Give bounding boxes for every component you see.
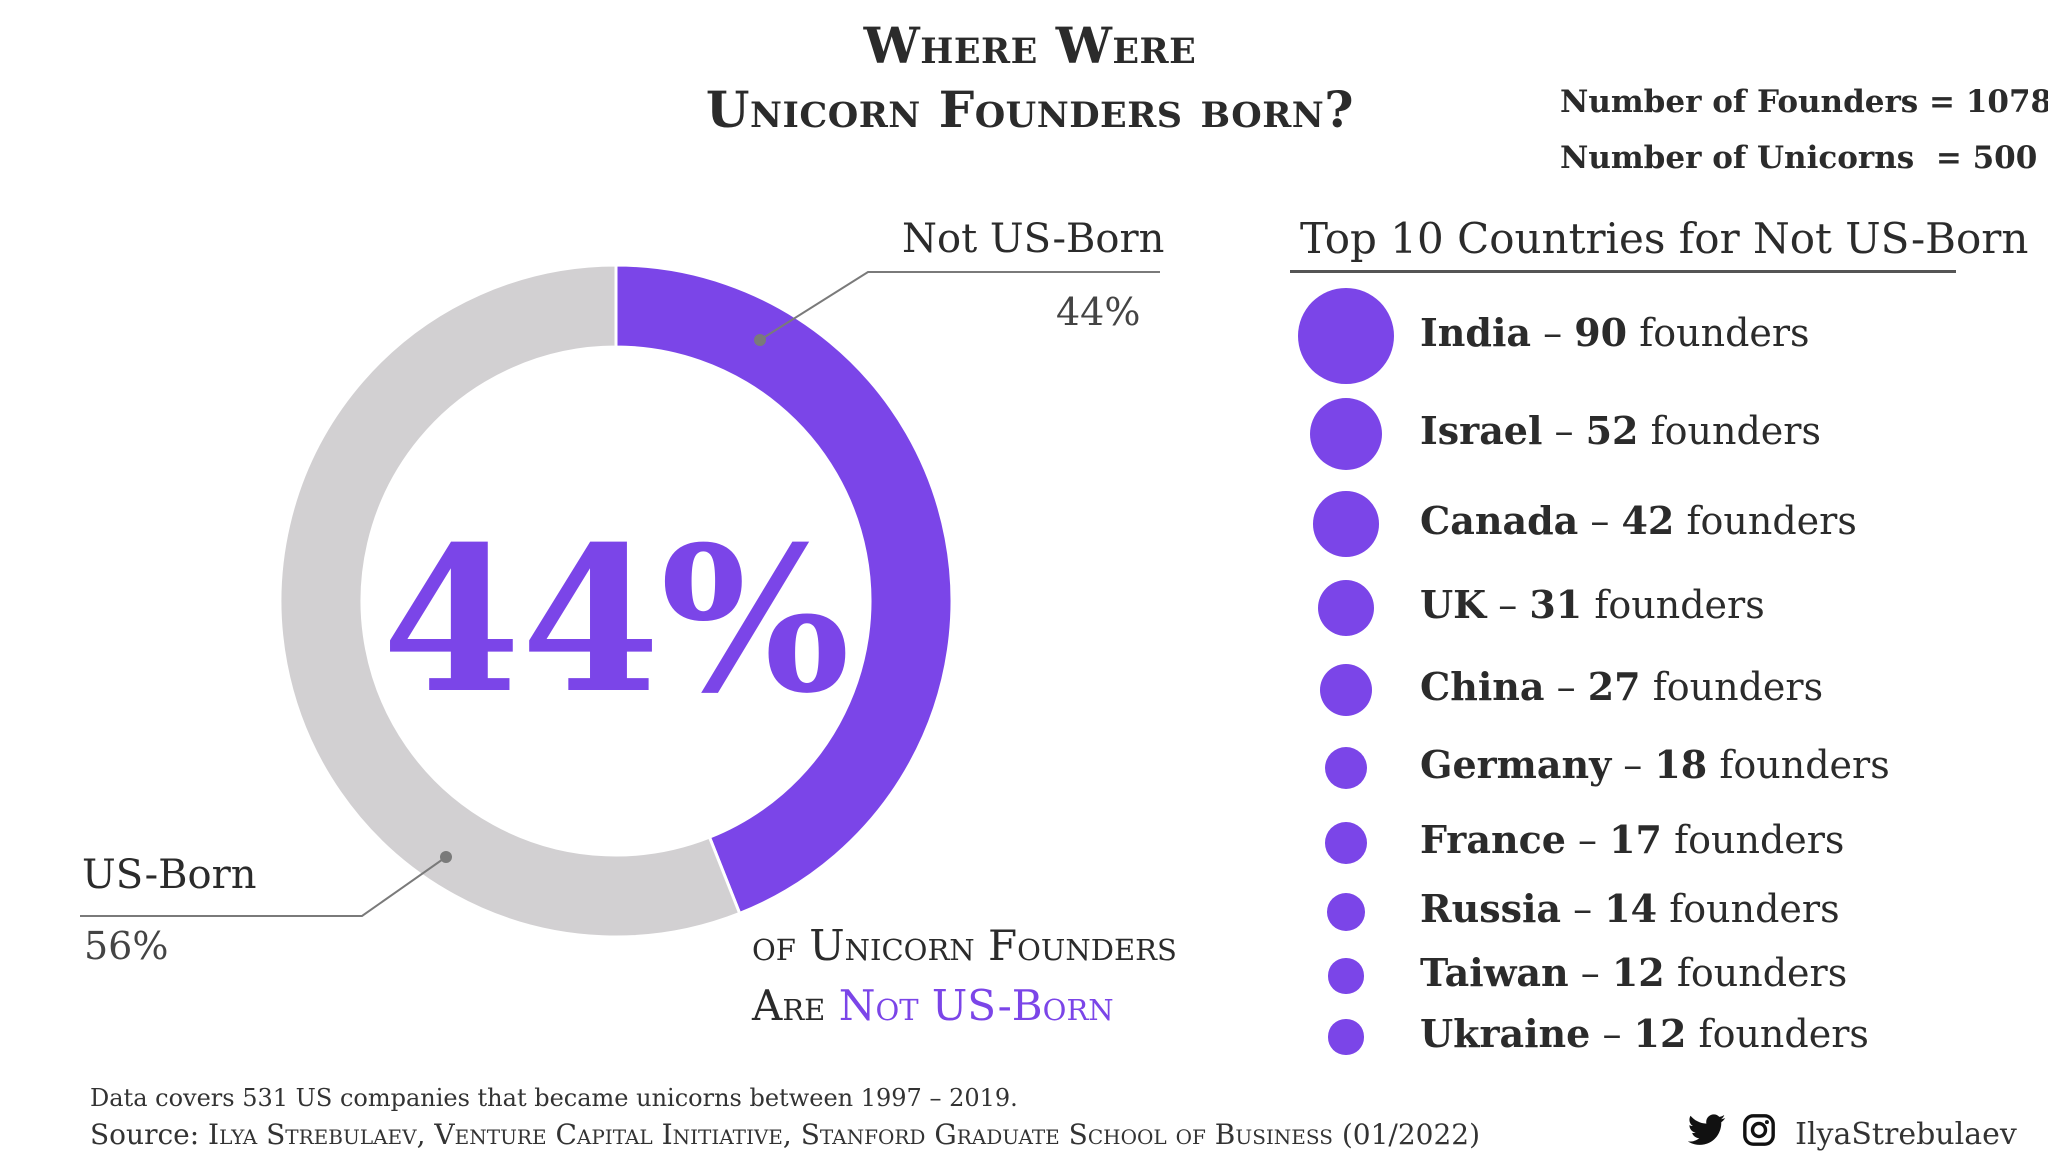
callout-line-us <box>80 856 447 917</box>
slice-label-us: US-Born <box>82 852 257 898</box>
country-row-russia: Russia – 14 founders <box>1420 886 1840 931</box>
donut-caption: of Unicorn Founders Are Not US-Born <box>752 916 1177 1036</box>
caption-line-1: of Unicorn Founders <box>752 921 1177 970</box>
country-founder-count: 27 <box>1587 664 1641 709</box>
data-coverage-note: Data covers 531 US companies that became… <box>90 1084 1018 1112</box>
country-unit: founders <box>1669 887 1840 931</box>
bubble-russia <box>1327 893 1365 931</box>
caption-prefix: Are <box>752 981 839 1030</box>
title-line-1: Where Were <box>863 16 1197 75</box>
country-founder-count: 14 <box>1604 886 1658 931</box>
country-founder-count: 12 <box>1633 1011 1687 1056</box>
founders-count: Number of Founders = 1078 <box>1560 84 2048 120</box>
unicorns-count: Number of Unicorns = 500 <box>1560 140 2038 176</box>
country-row-china: China – 27 founders <box>1420 664 1824 709</box>
bubble-ukraine <box>1328 1019 1364 1055</box>
country-row-india: India – 90 founders <box>1420 310 1810 355</box>
chart-title: Where Were Unicorn Founders born? <box>560 14 1500 142</box>
bubble-france <box>1325 822 1367 864</box>
country-unit: founders <box>1639 311 1810 355</box>
bubble-canada <box>1313 491 1379 557</box>
country-unit: founders <box>1594 583 1765 627</box>
callout-dot-us <box>440 851 452 863</box>
country-name: Russia <box>1420 886 1562 931</box>
source-line: Source: Ilya Strebulaev, Venture Capital… <box>90 1118 1480 1151</box>
country-row-france: France – 17 founders <box>1420 817 1845 862</box>
country-unit: founders <box>1676 951 1848 995</box>
country-founder-count: 17 <box>1609 817 1662 862</box>
caption-accent: Not US-Born <box>838 981 1114 1030</box>
country-name: France <box>1420 817 1566 862</box>
slice-percent-us: 56% <box>84 924 169 968</box>
country-founder-count: 18 <box>1654 742 1708 787</box>
source-prefix: Source: <box>90 1118 209 1151</box>
country-row-israel: Israel – 52 founders <box>1420 408 1821 453</box>
country-name: Ukraine <box>1420 1011 1591 1056</box>
country-name: Canada <box>1420 498 1579 543</box>
bubble-uk <box>1317 579 1375 637</box>
country-unit: founders <box>1650 409 1821 453</box>
country-unit: founders <box>1698 1012 1869 1056</box>
callout-dot-not-us <box>754 334 766 346</box>
country-row-ukraine: Ukraine – 12 founders <box>1420 1011 1869 1056</box>
bubble-germany <box>1324 746 1368 790</box>
bubble-china <box>1319 663 1373 717</box>
country-name: Germany <box>1420 742 1612 787</box>
country-unit: founders <box>1686 499 1857 543</box>
bubble-taiwan <box>1328 958 1364 994</box>
twitter-bird-icon <box>1687 1114 1726 1154</box>
callout-line-not-us <box>759 271 1160 341</box>
donut-center-percentage: 44% <box>382 503 850 738</box>
top-countries-title: Top 10 Countries for Not US-Born <box>1300 214 2029 263</box>
country-founder-count: 90 <box>1574 310 1628 355</box>
source-body: Ilya Strebulaev, Venture Capital Initiat… <box>208 1118 1333 1151</box>
country-name: Israel <box>1420 408 1543 453</box>
bubble-india <box>1298 288 1394 384</box>
country-founder-count: 52 <box>1585 408 1639 453</box>
country-unit: founders <box>1652 665 1824 709</box>
caption-line-2: Are Not US-Born <box>752 976 1177 1036</box>
country-name: UK <box>1420 582 1487 627</box>
top-countries-divider <box>1290 270 1956 273</box>
social-handle: IlyaStrebulaev <box>1687 1113 2017 1155</box>
country-founder-count: 12 <box>1611 950 1665 995</box>
donut-slice-us-born <box>278 263 742 939</box>
instagram-icon <box>1742 1113 1776 1155</box>
title-line-2: Unicorn Founders born? <box>705 80 1355 139</box>
slice-percent-not-us: 44% <box>1056 290 1141 334</box>
social-handle-text: IlyaStrebulaev <box>1795 1116 2017 1152</box>
country-row-taiwan: Taiwan – 12 founders <box>1420 950 1848 995</box>
source-date: (01/2022) <box>1332 1118 1481 1151</box>
country-name: Taiwan <box>1420 950 1569 995</box>
country-row-germany: Germany – 18 founders <box>1420 742 1890 787</box>
country-founder-count: 42 <box>1621 498 1675 543</box>
bubble-israel <box>1309 397 1383 471</box>
country-unit: founders <box>1674 818 1845 862</box>
donut-slice-not-us-born <box>614 263 954 916</box>
country-row-uk: UK – 31 founders <box>1420 582 1765 627</box>
country-name: China <box>1420 664 1545 709</box>
country-row-canada: Canada – 42 founders <box>1420 498 1857 543</box>
country-unit: founders <box>1719 743 1890 787</box>
country-founder-count: 31 <box>1529 582 1583 627</box>
country-name: India <box>1420 310 1532 355</box>
slice-label-not-us: Not US-Born <box>902 216 1165 262</box>
